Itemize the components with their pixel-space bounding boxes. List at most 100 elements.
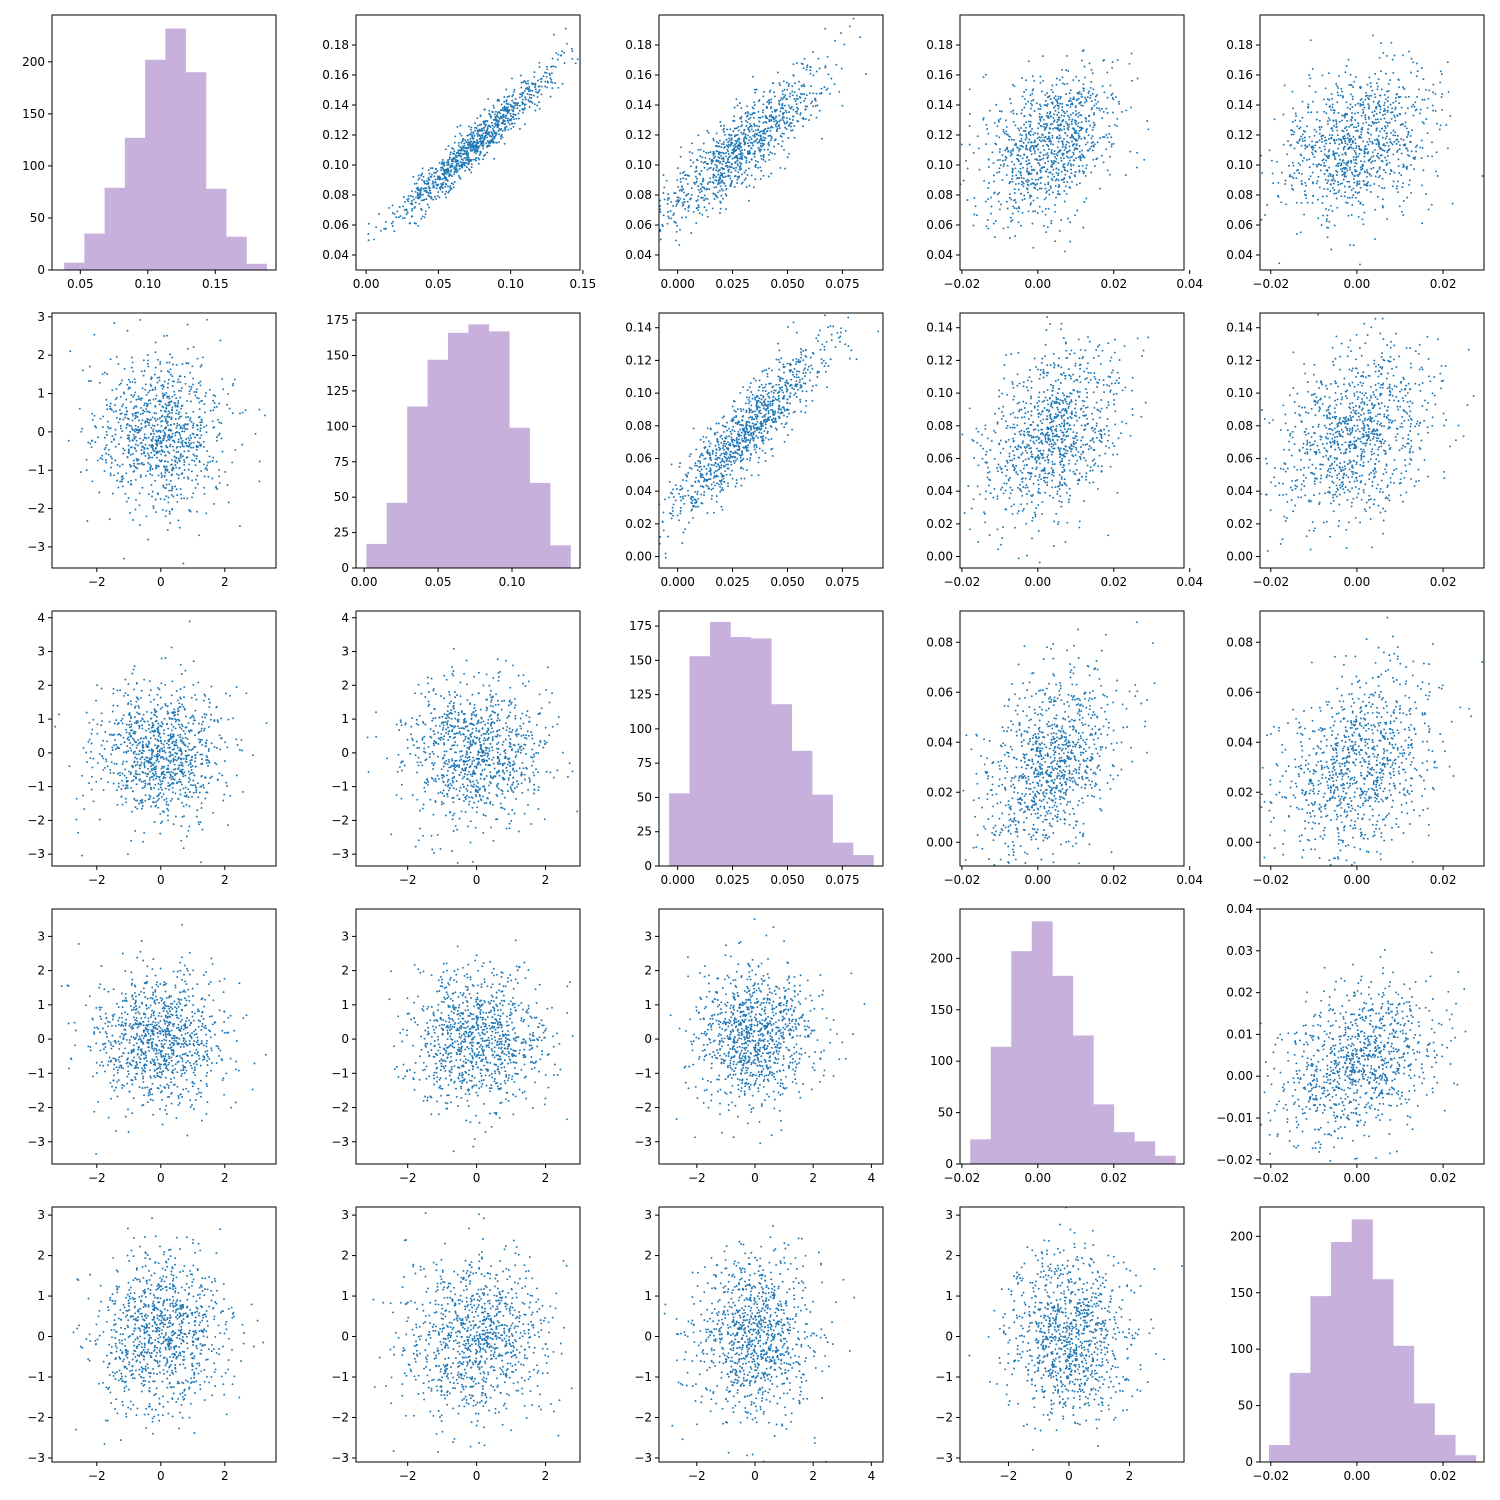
scatter-point: [669, 210, 672, 213]
scatter-point: [561, 50, 563, 53]
scatter-point: [728, 156, 731, 159]
scatter-point: [1076, 125, 1079, 128]
scatter-point: [217, 418, 219, 421]
scatter-point: [1321, 74, 1324, 77]
scatter-point: [462, 163, 465, 166]
scatter-point: [171, 458, 173, 461]
scatter-point: [1050, 115, 1053, 118]
scatter-point: [1017, 160, 1020, 162]
scatter-point: [411, 203, 414, 206]
scatter-point: [1340, 168, 1342, 171]
scatter-point: [1042, 154, 1045, 157]
scatter-point: [203, 492, 206, 495]
scatter-point: [1342, 148, 1345, 151]
scatter-point: [105, 430, 108, 433]
scatter-point: [221, 450, 224, 453]
scatter-point: [723, 172, 726, 175]
scatter-point: [527, 99, 530, 101]
scatter-point: [718, 153, 720, 156]
scatter-point: [1066, 124, 1069, 127]
scatter-point: [1334, 180, 1337, 182]
scatter-point: [115, 410, 118, 413]
scatter-point: [1388, 161, 1391, 164]
scatter-point: [722, 141, 725, 144]
scatter-point: [132, 433, 135, 436]
scatter-point: [164, 410, 167, 413]
scatter-point: [739, 157, 742, 160]
scatter-point: [444, 176, 447, 179]
scatter-point: [1052, 120, 1055, 123]
scatter-point: [503, 123, 506, 126]
scatter-point: [1305, 197, 1308, 200]
scatter-point: [523, 90, 526, 93]
scatter-point: [701, 156, 704, 159]
scatter-point: [469, 143, 472, 146]
scatter-point: [722, 189, 724, 192]
scatter-point: [758, 120, 761, 123]
scatter-point: [993, 180, 995, 183]
scatter-point: [1386, 141, 1389, 144]
scatter-point: [719, 181, 722, 184]
scatter-point: [1013, 192, 1016, 194]
scatter-point: [1040, 136, 1043, 139]
scatter-point: [1118, 102, 1121, 105]
scatter-point: [191, 432, 194, 435]
scatter-point: [171, 411, 174, 414]
scatter-point: [101, 458, 104, 461]
scatter-point: [1128, 62, 1131, 65]
scatter-point: [1291, 90, 1294, 93]
scatter-point: [773, 152, 776, 155]
scatter-point: [1028, 120, 1030, 123]
scatter-point: [776, 108, 778, 111]
scatter-point: [1302, 130, 1305, 132]
scatter-point: [1022, 177, 1025, 180]
scatter-point: [1125, 109, 1128, 112]
scatter-point: [1063, 181, 1065, 184]
scatter-point: [769, 139, 772, 142]
scatter-point: [199, 365, 202, 368]
scatter-point: [793, 91, 796, 94]
scatter-point: [490, 115, 493, 118]
scatter-point: [1428, 89, 1431, 92]
scatter-point: [129, 453, 132, 456]
scatter-point: [1039, 81, 1042, 84]
scatter-point: [1044, 136, 1047, 138]
scatter-point: [722, 160, 725, 163]
scatter-point: [114, 398, 117, 401]
scatter-point: [418, 202, 421, 205]
scatter-point: [712, 167, 715, 170]
scatter-point: [1375, 107, 1378, 110]
scatter-point: [1350, 118, 1353, 121]
scatter-point: [1352, 135, 1355, 138]
scatter-point: [402, 205, 405, 208]
scatter-point: [521, 93, 523, 96]
scatter-point: [131, 439, 134, 442]
scatter-point: [1063, 128, 1066, 131]
scatter-point: [186, 476, 189, 479]
scatter-point: [1080, 128, 1083, 131]
scatter-point: [122, 447, 125, 450]
scatter-point: [154, 351, 157, 354]
scatter-point: [147, 538, 150, 541]
scatter-point: [1066, 163, 1069, 166]
scatter-point: [154, 439, 157, 442]
scatter-point: [1373, 238, 1376, 241]
scatter-point: [1346, 196, 1349, 199]
scatter-point: [1010, 110, 1013, 113]
scatter-point: [762, 132, 765, 134]
scatter-point: [1069, 97, 1072, 100]
scatter-point: [1092, 144, 1095, 147]
scatter-point: [1399, 124, 1402, 126]
scatter-point: [1015, 174, 1018, 177]
scatter-point: [1329, 108, 1332, 111]
scatter-point: [1047, 135, 1050, 138]
scatter-point: [766, 129, 769, 132]
scatter-point: [224, 470, 227, 473]
scatter-point: [206, 318, 208, 321]
scatter-point: [476, 135, 479, 137]
scatter-point: [488, 141, 490, 144]
scatter-point: [1068, 149, 1071, 152]
scatter-point: [697, 134, 700, 137]
scatter-point: [751, 106, 754, 109]
scatter-point: [1004, 119, 1007, 122]
